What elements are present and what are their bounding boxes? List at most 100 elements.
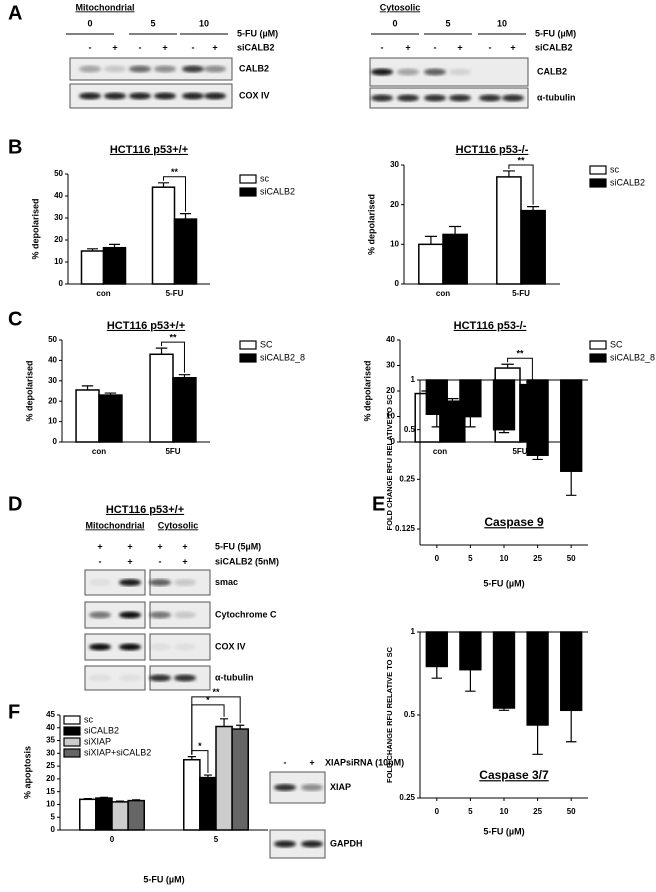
bar [111, 801, 129, 831]
row-label: CALB2 [537, 66, 567, 76]
sirna-label: siCALB2 [237, 42, 275, 52]
x-tick-label: 25 [533, 807, 542, 816]
error-bar [220, 718, 229, 727]
band [174, 674, 196, 682]
legend-label: siCALB2_8 [260, 352, 305, 362]
error-bar [431, 666, 443, 679]
x-tick-label: 5FU [512, 447, 527, 456]
band [149, 643, 171, 651]
error-bar [81, 385, 94, 390]
bar [560, 379, 583, 472]
sign: - [99, 556, 102, 566]
legend-label: sc [610, 164, 620, 174]
bar [492, 631, 516, 709]
y-tick-label: 1 [411, 375, 416, 384]
legend-swatch [589, 340, 607, 350]
band [204, 92, 226, 100]
y-tick-label: 10 [48, 417, 57, 426]
bar [95, 797, 113, 831]
y-axis-label: FOLD CHANGE RFU RELATIVE TO SC [385, 646, 394, 783]
y-tick-label: 0.25 [399, 793, 415, 802]
significance-bracket [507, 357, 533, 381]
error-bar [532, 455, 543, 461]
bar [459, 631, 482, 671]
y-axis-label: % depolarised [366, 194, 376, 255]
x-tick-label: 0 [435, 807, 440, 816]
y-axis-label: FOLD CHANGE RFU RELATIVE TO SC [385, 394, 394, 531]
legend-swatch [63, 748, 81, 758]
significance-label: ** [517, 155, 525, 165]
error-bar [501, 363, 514, 369]
sign: - [381, 42, 384, 52]
band [182, 92, 204, 100]
error-bar [99, 796, 108, 799]
bar [149, 353, 174, 443]
y-tick-label: 35 [46, 736, 55, 745]
legend-label: sc [84, 714, 94, 724]
dose-label: 0 [87, 18, 92, 28]
y-tick-label: 0.5 [404, 710, 416, 719]
dose-label: 10 [497, 18, 507, 28]
bar [98, 394, 123, 443]
bar [173, 218, 198, 285]
row-label: α-tubulin [537, 92, 576, 102]
band [174, 579, 196, 586]
band [79, 92, 101, 100]
dose-label: 5 [150, 18, 155, 28]
bar [127, 799, 145, 831]
dose-label: 5 [445, 18, 450, 28]
panel-label: E [372, 493, 385, 515]
y-tick-label: 50 [48, 335, 57, 344]
chart-title: HCT116 p53-/- [456, 144, 529, 156]
band [104, 65, 126, 73]
error-bar [104, 392, 117, 396]
y-tick-label: 40 [386, 335, 395, 344]
sirna-label: siCALB2 [535, 42, 573, 52]
y-tick-label: 20 [54, 235, 63, 244]
sign: + [182, 556, 187, 566]
error-bar [178, 374, 191, 378]
legend-label: siCALB2 [610, 177, 645, 187]
error-bar [465, 416, 476, 428]
sign: - [192, 42, 195, 52]
bar [199, 776, 217, 831]
band [397, 94, 419, 102]
row-label: α-tubulin [215, 672, 254, 682]
bar [425, 379, 448, 416]
error-bar [109, 243, 121, 248]
panel-label: A [8, 2, 22, 24]
row-label: COX IV [239, 90, 270, 100]
bar [526, 379, 549, 456]
blot-title: HCT116 p53+/+ [106, 504, 184, 516]
error-bar [498, 708, 510, 711]
y-tick-label: 30 [386, 361, 395, 370]
panel-label: D [8, 493, 22, 515]
error-bar [449, 225, 462, 235]
error-bar [83, 797, 92, 800]
error-bar [116, 800, 125, 802]
band [154, 65, 176, 73]
x-tick-label: con [433, 447, 447, 456]
band [129, 65, 151, 73]
error-bar [565, 471, 577, 496]
error-bar [180, 213, 192, 220]
bar [492, 379, 516, 431]
chart-title: HCT116 p53+/+ [110, 144, 188, 156]
error-bar [157, 182, 169, 188]
band [149, 611, 171, 619]
legend-swatch [239, 174, 257, 184]
band [89, 674, 111, 682]
band [449, 68, 471, 76]
dose-label: 10 [199, 18, 209, 28]
band [89, 611, 111, 619]
panel-label: F [8, 701, 20, 723]
legend-swatch [63, 726, 81, 736]
bar [172, 376, 197, 443]
significance-label: * [198, 741, 202, 751]
significance-label: * [206, 695, 210, 705]
bar [151, 186, 176, 285]
bar [520, 209, 546, 285]
significance-bracket [161, 341, 185, 373]
band [274, 784, 296, 791]
